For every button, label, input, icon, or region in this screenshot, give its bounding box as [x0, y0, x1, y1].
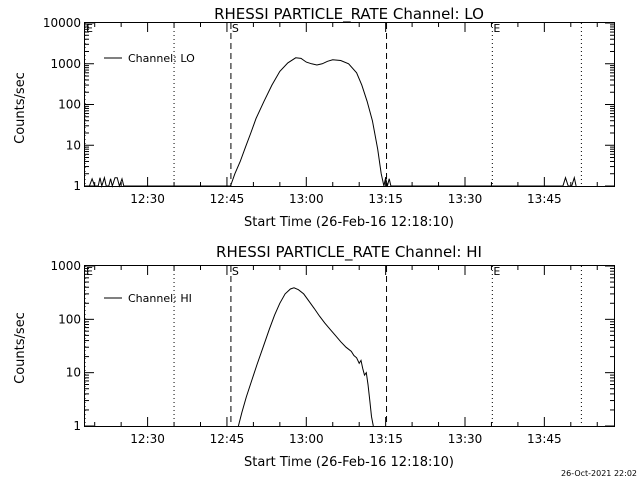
x-tick-label: 12:30: [130, 432, 165, 446]
series-line: [88, 57, 577, 188]
x-tick-label: 13:30: [448, 192, 483, 206]
y-tick-labels: 1 10 100 1000 10000: [43, 16, 81, 193]
y-axis-label: Counts/sec: [13, 72, 28, 144]
y-tick-label: 1: [73, 179, 81, 193]
series-layer: [237, 287, 374, 427]
legend-entry: Channel: HI: [128, 292, 192, 305]
chart-title: RHESSI PARTICLE_RATE Channel: HI: [216, 243, 482, 262]
time-markers: [84, 23, 582, 186]
marker-label: E: [86, 22, 93, 35]
marker-label: E: [493, 265, 500, 278]
x-tick-label: 13:00: [289, 432, 324, 446]
x-tick-label: 13:15: [368, 192, 403, 206]
y-tick-label: 1000: [50, 259, 81, 273]
y-tick-label: 100: [58, 312, 81, 326]
chart-title: RHESSI PARTICLE_RATE Channel: LO: [214, 5, 484, 24]
legend-entry: Channel: LO: [128, 52, 195, 65]
x-tick-label: 13:00: [289, 192, 324, 206]
x-tick-label: 12:45: [210, 432, 245, 446]
footer-timestamp: 26-Oct-2021 22:02: [561, 469, 637, 478]
y-tick-label: 1: [73, 419, 81, 433]
series-layer: [88, 57, 577, 188]
marker-label: S: [232, 265, 239, 278]
y-axis-label: Counts/sec: [13, 312, 28, 384]
x-tick-label: 13:45: [527, 192, 562, 206]
x-tick-label: 12:30: [130, 192, 165, 206]
marker-label: E: [86, 265, 93, 278]
series-line: [237, 287, 374, 427]
y-tick-label: 100: [58, 98, 81, 112]
plot-frame: [84, 265, 615, 427]
marker-label: E: [493, 22, 500, 35]
x-axis-label: Start Time (26-Feb-16 12:18:10): [244, 455, 454, 470]
y-tick-label: 1000: [50, 57, 81, 71]
x-tick-labels: 12:30 12:45 13:00 13:15 13:30 13:45: [130, 432, 561, 446]
x-tick-labels: 12:30 12:45 13:00 13:15 13:30 13:45: [130, 192, 561, 206]
plot-frame: [84, 22, 615, 187]
x-tick-label: 13:45: [527, 432, 562, 446]
panel-lo: RHESSI PARTICLE_RATE Channel: LO Start T…: [13, 5, 615, 230]
x-tick-label: 13:15: [368, 432, 403, 446]
tick-marks: [85, 265, 614, 427]
time-markers: [84, 266, 582, 426]
x-axis-label: Start Time (26-Feb-16 12:18:10): [244, 215, 454, 230]
x-tick-label: 12:45: [210, 192, 245, 206]
y-tick-label: 10: [66, 366, 81, 380]
y-tick-labels: 1 10 100 1000: [50, 259, 81, 433]
legend: Channel: HI: [104, 292, 192, 305]
tick-marks: [85, 22, 614, 187]
y-tick-label: 10: [66, 138, 81, 152]
legend: Channel: LO: [104, 52, 195, 65]
marker-label: S: [232, 22, 239, 35]
y-tick-label: 10000: [43, 16, 81, 30]
panel-hi: RHESSI PARTICLE_RATE Channel: HI Start T…: [13, 243, 615, 470]
x-tick-label: 13:30: [448, 432, 483, 446]
